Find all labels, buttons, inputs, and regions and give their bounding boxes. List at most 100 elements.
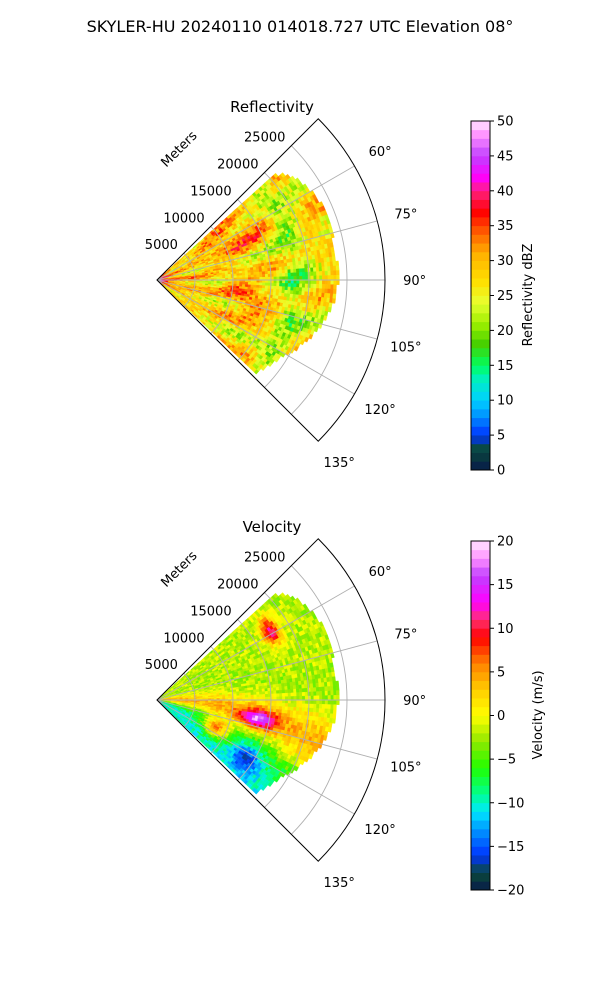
reflectivity-cell: [294, 280, 297, 284]
reflectivity-cell: [311, 272, 314, 276]
reflectivity-cell: [319, 271, 322, 275]
velocity-cell: [237, 694, 240, 696]
colorbar-tick-label: 50: [497, 115, 514, 130]
reflectivity-cell: [328, 285, 331, 290]
reflectivity-cell: [290, 266, 293, 270]
reflectivity-cell: [285, 273, 288, 277]
reflectivity-cell: [279, 270, 282, 273]
velocity-cell: [273, 684, 276, 687]
reflectivity-cell: [305, 288, 308, 292]
reflectivity-cell: [333, 294, 336, 299]
reflectivity-azimuth-ticks: 60°75°90°105°120°135°: [324, 145, 427, 471]
reflectivity-cell: [325, 276, 328, 281]
reflectivity-cell: [325, 289, 328, 294]
reflectivity-cell: [234, 276, 237, 278]
colorbar-band: [471, 165, 490, 174]
reflectivity-cell: [279, 286, 282, 289]
reflectivity-cell: [277, 280, 280, 283]
colorbar-band: [471, 409, 490, 418]
colorbar-band: [471, 304, 490, 313]
reflectivity-cell: [265, 268, 268, 271]
colorbar-band: [471, 234, 490, 243]
reflectivity-cell: [333, 289, 336, 294]
reflectivity-cell: [299, 284, 302, 288]
reflectivity-cell: [260, 283, 263, 286]
reflectivity-cell: [297, 284, 300, 288]
reflectivity-field: [159, 173, 339, 375]
reflectivity-cell: [248, 270, 251, 273]
reflectivity-cell: [262, 266, 265, 269]
reflectivity-cell: [288, 287, 291, 291]
reflectivity-cell: [257, 275, 260, 278]
velocity-cell: [330, 663, 334, 668]
reflectivity-cell: [273, 264, 276, 267]
reflectivity-cell: [305, 284, 308, 288]
reflectivity-cell: [251, 272, 254, 275]
reflectivity-cell: [313, 268, 316, 272]
reflectivity-cell: [285, 283, 288, 287]
colorbar-tick-label: 45: [497, 149, 514, 164]
colorbar-band: [471, 226, 490, 235]
reflectivity-colorbar: [471, 121, 490, 470]
reflectivity-cell: [274, 271, 277, 274]
reflectivity-cell: [228, 276, 231, 278]
reflectivity-cell: [285, 290, 288, 294]
colorbar-band: [471, 147, 490, 156]
reflectivity-cell: [265, 286, 268, 289]
reflectivity-cell: [332, 252, 336, 257]
velocity-cell: [273, 688, 276, 691]
reflectivity-cell: [299, 265, 302, 269]
reflectivity-cell: [294, 276, 297, 280]
colorbar-band: [471, 278, 490, 287]
radial-tick-label: 20000: [217, 158, 258, 173]
reflectivity-cell: [333, 266, 336, 271]
reflectivity-cell: [334, 275, 337, 280]
reflectivity-cell: [331, 285, 334, 290]
reflectivity-cell: [265, 271, 268, 274]
reflectivity-cell: [317, 280, 320, 284]
velocity-cell: [231, 694, 234, 696]
colorbar-band: [471, 243, 490, 252]
reflectivity-cell: [300, 280, 303, 284]
colorbar-band: [471, 252, 490, 261]
azimuth-tick-label: 75°: [394, 207, 417, 222]
reflectivity-cell: [299, 288, 302, 292]
reflectivity-cell: [291, 284, 294, 288]
reflectivity-cell: [285, 287, 288, 291]
reflectivity-cell: [257, 283, 260, 286]
reflectivity-cell: [273, 289, 276, 292]
reflectivity-panel: Reflectivity Meters 50001000015000200002…: [145, 98, 536, 479]
reflectivity-cell: [242, 275, 245, 277]
velocity-cell: [290, 686, 293, 690]
reflectivity-cell: [262, 272, 265, 275]
reflectivity-cell: [242, 282, 245, 284]
reflectivity-cell: [205, 277, 208, 278]
reflectivity-cell: [285, 270, 288, 274]
reflectivity-cell: [293, 291, 296, 295]
colorbar-band: [471, 208, 490, 217]
reflectivity-cell: [319, 289, 322, 294]
reflectivity-cell: [274, 286, 277, 289]
reflectivity-cell: [225, 274, 228, 276]
reflectivity-cell: [336, 261, 339, 266]
radial-tick-label: 10000: [163, 211, 204, 226]
colorbar-band: [471, 453, 490, 462]
colorbar-band: [471, 200, 490, 209]
colorbar-band: [471, 313, 490, 322]
reflectivity-cell: [325, 267, 328, 272]
reflectivity-cell: [262, 286, 265, 289]
reflectivity-cell: [334, 285, 337, 290]
reflectivity-cell: [256, 269, 259, 272]
reflectivity-cell: [299, 269, 302, 273]
reflectivity-cell: [294, 284, 297, 288]
reflectivity-cell: [288, 273, 291, 277]
colorbar-band: [471, 156, 490, 165]
reflectivity-cell: [336, 266, 339, 271]
reflectivity-cell: [317, 276, 320, 280]
reflectivity-cell: [277, 283, 280, 286]
reflectivity-cell: [282, 277, 285, 280]
velocity-cell: [248, 690, 251, 693]
velocity-cell: [256, 692, 259, 695]
reflectivity-cell: [324, 311, 328, 316]
reflectivity-cell: [274, 280, 277, 283]
